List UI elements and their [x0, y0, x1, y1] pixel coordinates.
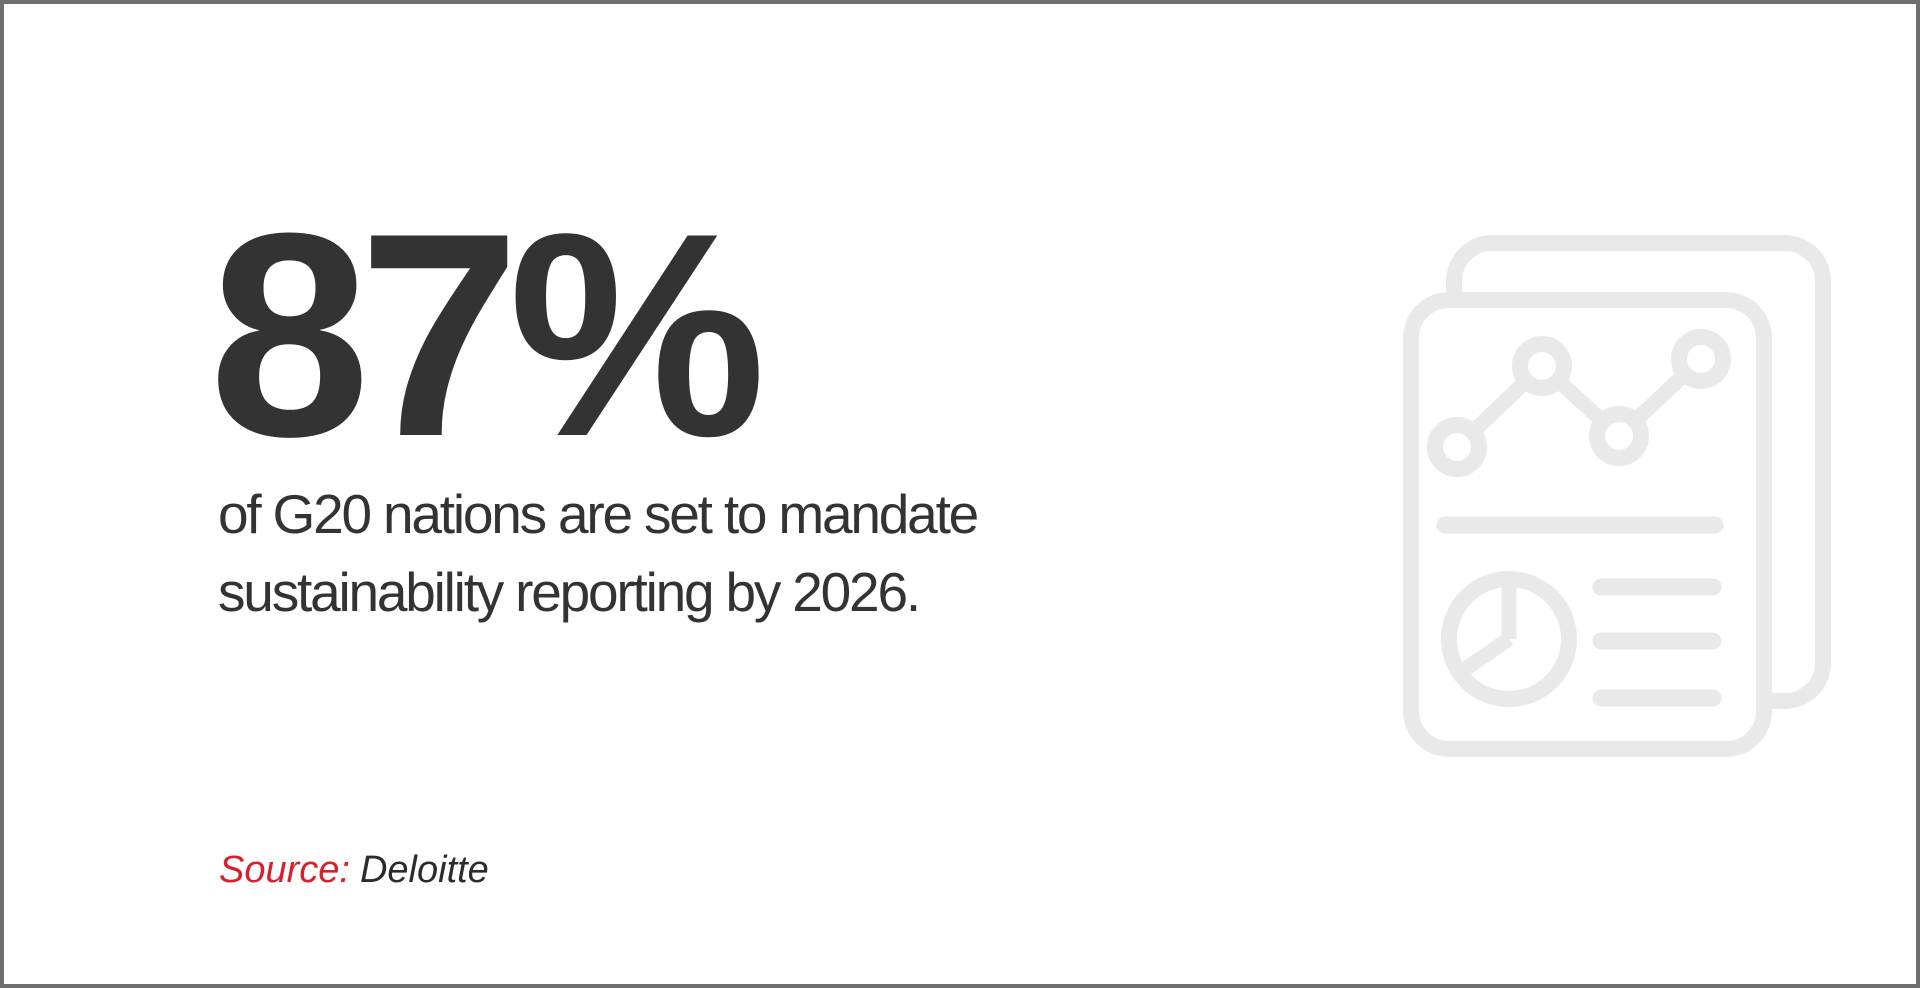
pie-chart-icon	[1441, 571, 1577, 707]
chart-node-icon	[1427, 417, 1487, 477]
report-illustration-icon	[1403, 235, 1831, 757]
chart-node-icon	[1512, 336, 1572, 396]
stat-description: of G20 nations are set to mandate sustai…	[218, 475, 979, 631]
chart-node-icon	[1589, 406, 1649, 466]
source-label: Source:	[219, 849, 350, 891]
stat-description-line: of G20 nations are set to mandate	[218, 483, 979, 545]
text-lines-icon	[1592, 578, 1722, 707]
source-line: Source: Deloitte	[219, 848, 489, 894]
source-name: Deloitte	[359, 849, 489, 891]
line-chart-icon	[1451, 353, 1707, 453]
stat-value: 87%	[209, 173, 766, 497]
stat-description-line: sustainability reporting by 2026.	[218, 561, 921, 623]
chart-node-icon	[1671, 329, 1731, 389]
